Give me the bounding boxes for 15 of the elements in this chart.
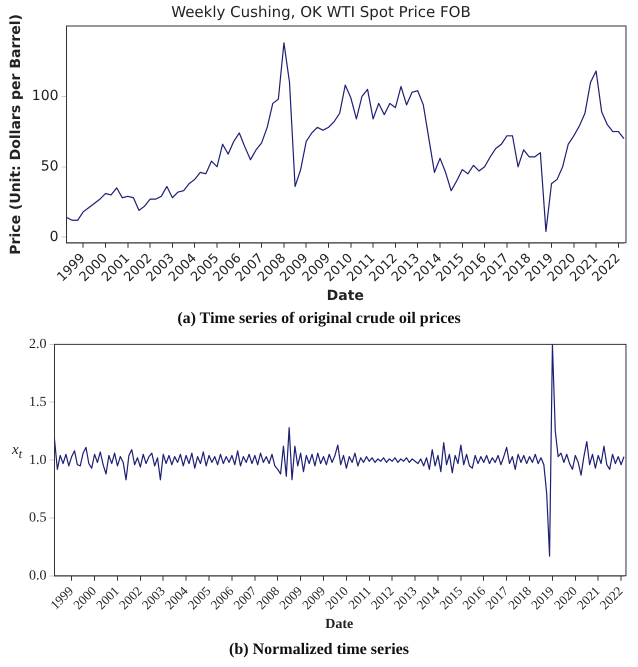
y-tick-label: 1.0 [29,452,46,468]
y-axis-title: Price (Unit: Dollars per Barrel) [8,14,24,255]
text: (b) Normalized time series [228,640,410,660]
y-tick-label: 50 [40,158,59,174]
y-tick-label: 0 [50,228,59,245]
chart-title: Weekly Cushing, OK WTI Spot Price FOB [171,2,471,21]
x-axis-title: Date [325,617,354,632]
y-tick-label: 0.5 [29,510,46,526]
y-tick-label: 100 [32,88,59,104]
y-tick-label: 2.0 [29,337,46,352]
y-tick-label: 0.0 [29,568,46,584]
y-axis-title: x$_{t}$ [12,442,22,462]
x-axis-title: Date [326,288,364,304]
text: (a) Time series of original crude oil prices [176,309,462,329]
y-tick-label: 1.5 [29,394,46,410]
